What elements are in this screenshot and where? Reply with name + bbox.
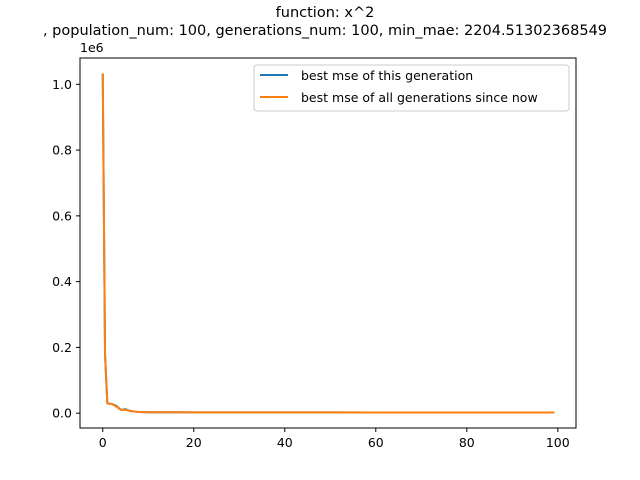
y-offset-label: 1e6 xyxy=(80,40,104,55)
chart-subtitle: , population_num: 100, generations_num: … xyxy=(43,23,607,39)
legend-label-series-1: best mse of this generation xyxy=(301,68,473,83)
chart-title: function: x^2 xyxy=(276,5,375,21)
series-line-2 xyxy=(101,73,555,414)
y-tick-label: 0.0 xyxy=(52,406,72,421)
legend-box xyxy=(253,64,570,112)
y-tick-label: 0.4 xyxy=(52,274,72,289)
plot-area xyxy=(79,57,577,429)
x-axis: 0 20 40 60 80 100 xyxy=(99,428,570,450)
y-tick-label: 0.6 xyxy=(52,208,72,223)
y-tick-label: 0.2 xyxy=(52,340,72,355)
x-tick-label: 0 xyxy=(99,435,107,450)
y-tick-label: 0.8 xyxy=(52,143,72,158)
x-tick-label: 80 xyxy=(459,435,475,450)
y-tick-label: 1.0 xyxy=(52,77,72,92)
y-axis: 0.0 0.2 0.4 0.6 0.8 1.0 xyxy=(52,77,80,421)
x-tick-label: 100 xyxy=(546,435,570,450)
series-layer xyxy=(101,73,555,414)
legend-label-series-2: best mse of all generations since now xyxy=(301,90,538,105)
x-tick-label: 20 xyxy=(186,435,202,450)
legend: best mse of this generation best mse of … xyxy=(253,64,570,112)
axes-frame xyxy=(79,57,577,429)
x-tick-label: 60 xyxy=(368,435,384,450)
x-tick-label: 40 xyxy=(277,435,293,450)
